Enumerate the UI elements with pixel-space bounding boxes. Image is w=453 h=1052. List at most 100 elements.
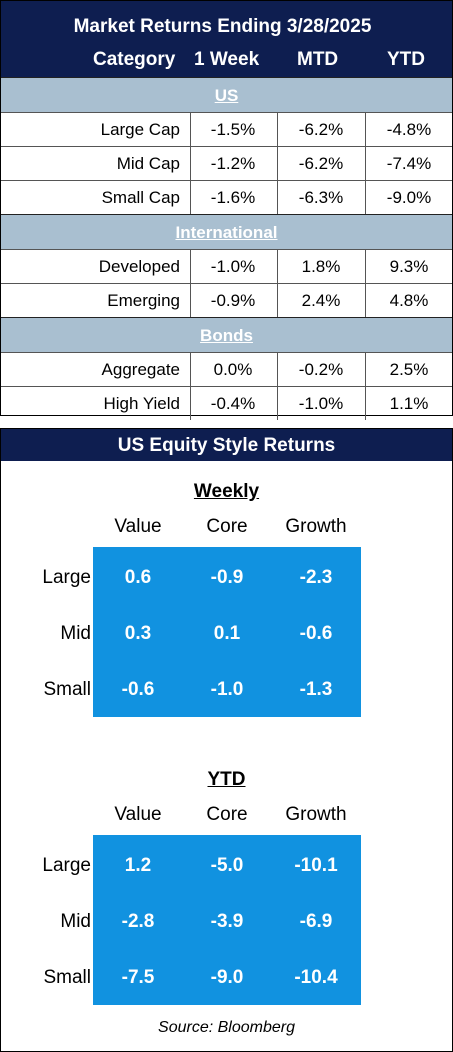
row-label: Small Cap bbox=[101, 188, 180, 207]
row-label: Developed bbox=[98, 257, 180, 276]
ytd-style-matrix: 1.2 -5.0 -10.1 -2.8 -3.9 -6.9 -7.5 -9.0 … bbox=[93, 835, 361, 1005]
returns-header: Market Returns Ending 3/28/2025 Category… bbox=[1, 1, 452, 77]
column-divider bbox=[277, 387, 278, 420]
mtd-value: -6.2% bbox=[298, 120, 344, 139]
column-divider bbox=[277, 113, 278, 146]
column-divider bbox=[365, 387, 366, 420]
week-value: -1.0% bbox=[210, 257, 256, 276]
week-value: -0.4% bbox=[210, 394, 256, 413]
matrix-cell: -10.1 bbox=[294, 855, 338, 876]
week-value: -1.6% bbox=[210, 188, 256, 207]
matrix-cell: -5.0 bbox=[210, 855, 244, 876]
column-divider bbox=[190, 113, 191, 146]
mtd-value: 2.4% bbox=[301, 291, 341, 310]
column-header-mtd: MTD bbox=[297, 49, 339, 70]
week-value: -1.2% bbox=[210, 154, 256, 173]
ytd-value: -4.8% bbox=[386, 120, 432, 139]
row-header-large: Large bbox=[42, 855, 91, 876]
matrix-cell: -1.0 bbox=[210, 679, 244, 700]
section-label: US bbox=[214, 86, 239, 105]
ytd-value: -9.0% bbox=[386, 188, 432, 207]
row-header-mid: Mid bbox=[60, 623, 91, 644]
matrix-cell: 1.2 bbox=[124, 855, 152, 876]
column-header-1-week: 1 Week bbox=[194, 49, 260, 70]
column-divider bbox=[365, 181, 366, 214]
column-header-category: Category bbox=[93, 49, 176, 70]
matrix-cell: 0.3 bbox=[124, 623, 152, 644]
row-header-small: Small bbox=[43, 967, 91, 988]
matrix-cell: -2.8 bbox=[121, 911, 155, 932]
row-label: High Yield bbox=[103, 394, 180, 413]
weekly-style-matrix: 0.6 -0.9 -2.3 0.3 0.1 -0.6 -0.6 -1.0 -1.… bbox=[93, 547, 361, 717]
mtd-value: 1.8% bbox=[301, 257, 341, 276]
style-returns-title: US Equity Style Returns bbox=[1, 429, 452, 461]
section-bonds: Bonds bbox=[1, 317, 452, 352]
returns-title: Market Returns Ending 3/28/2025 bbox=[73, 16, 372, 37]
mtd-value: -6.3% bbox=[298, 188, 344, 207]
matrix-cell: -7.5 bbox=[121, 967, 155, 988]
row-header-mid: Mid bbox=[60, 911, 91, 932]
row-label: Mid Cap bbox=[116, 154, 180, 173]
matrix-cell: -1.3 bbox=[299, 679, 333, 700]
ytd-value: 1.1% bbox=[389, 394, 429, 413]
column-divider bbox=[277, 181, 278, 214]
week-value: 0.0% bbox=[213, 360, 253, 379]
column-divider bbox=[277, 353, 278, 386]
column-header-growth: Growth bbox=[285, 804, 347, 825]
column-header-growth: Growth bbox=[285, 516, 347, 537]
column-divider bbox=[277, 250, 278, 283]
matrix-cell: -10.4 bbox=[294, 967, 338, 988]
column-header-value: Value bbox=[114, 516, 162, 537]
column-divider bbox=[190, 147, 191, 180]
ytd-grid-title: YTD bbox=[207, 769, 246, 790]
matrix-cell: -6.9 bbox=[299, 911, 333, 932]
ytd-value: 4.8% bbox=[389, 291, 429, 310]
matrix-cell: -2.3 bbox=[299, 567, 333, 588]
matrix-cell: -0.6 bbox=[299, 623, 333, 644]
column-divider bbox=[190, 250, 191, 283]
table-row: Mid Cap -1.2% -6.2% -7.4% bbox=[1, 146, 452, 180]
matrix-cell: -9.0 bbox=[210, 967, 244, 988]
section-label: Bonds bbox=[200, 326, 253, 345]
column-divider bbox=[277, 284, 278, 317]
column-header-value: Value bbox=[114, 804, 162, 825]
column-divider bbox=[365, 284, 366, 317]
ytd-value: -7.4% bbox=[386, 154, 432, 173]
ytd-value: 2.5% bbox=[389, 360, 429, 379]
column-header-core: Core bbox=[206, 804, 248, 825]
table-row: High Yield -0.4% -1.0% 1.1% bbox=[1, 386, 452, 420]
row-header-small: Small bbox=[43, 679, 91, 700]
column-divider bbox=[365, 147, 366, 180]
weekly-grid-title: Weekly bbox=[193, 481, 260, 502]
row-label: Emerging bbox=[107, 291, 180, 310]
matrix-cell: -0.9 bbox=[210, 567, 244, 588]
table-row: Emerging -0.9% 2.4% 4.8% bbox=[1, 283, 452, 317]
returns-column-headers: Category 1 Week MTD YTD bbox=[1, 43, 452, 77]
table-row: Small Cap -1.6% -6.3% -9.0% bbox=[1, 180, 452, 214]
table-row: Developed -1.0% 1.8% 9.3% bbox=[1, 249, 452, 283]
column-divider bbox=[190, 181, 191, 214]
column-header-core: Core bbox=[206, 516, 248, 537]
source-note: Source: Bloomberg bbox=[158, 1019, 295, 1036]
table-row: Large Cap -1.5% -6.2% -4.8% bbox=[1, 112, 452, 146]
mtd-value: -1.0% bbox=[298, 394, 344, 413]
column-divider bbox=[365, 250, 366, 283]
mtd-value: -0.2% bbox=[298, 360, 344, 379]
column-divider bbox=[190, 353, 191, 386]
market-returns-table: Market Returns Ending 3/28/2025 Category… bbox=[0, 0, 453, 420]
matrix-cell: 0.1 bbox=[213, 623, 241, 644]
matrix-cell: 0.6 bbox=[124, 567, 152, 588]
column-divider bbox=[190, 284, 191, 317]
week-value: -0.9% bbox=[210, 291, 256, 310]
column-divider bbox=[190, 387, 191, 420]
row-label: Aggregate bbox=[101, 360, 180, 379]
section-us: US bbox=[1, 77, 452, 112]
ytd-value: 9.3% bbox=[389, 257, 429, 276]
matrix-cell: -0.6 bbox=[121, 679, 155, 700]
row-label: Large Cap bbox=[100, 120, 180, 139]
mtd-value: -6.2% bbox=[298, 154, 344, 173]
column-header-ytd: YTD bbox=[387, 49, 425, 70]
table-row: Aggregate 0.0% -0.2% 2.5% bbox=[1, 352, 452, 386]
column-divider bbox=[365, 353, 366, 386]
row-header-large: Large bbox=[42, 567, 91, 588]
